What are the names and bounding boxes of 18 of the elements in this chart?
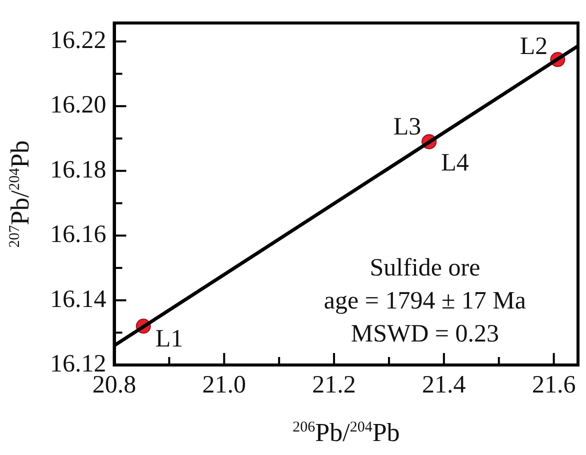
x-axis-title: $^{206}$Pb/$^{204}$Pb	[292, 418, 400, 448]
x-tick-label: 21.2	[312, 372, 356, 399]
y-tick-label: 16.18	[50, 156, 106, 184]
y-tick-label: 16.22	[50, 27, 106, 54]
annotation: Sulfide ore	[370, 254, 480, 282]
annotation: L4	[441, 149, 470, 176]
x-tick-label: 21.6	[532, 372, 576, 399]
x-tick-label: 21.4	[422, 372, 466, 399]
y-tick-label: 16.14	[50, 286, 107, 313]
text: 16.20	[50, 92, 106, 119]
annotation: L1	[155, 326, 184, 353]
x-tick-label: 20.8	[92, 372, 136, 399]
y-tick-label: 16.16	[50, 221, 106, 248]
annotation: age = 1794 ± 17 Ma	[324, 288, 526, 315]
annotation: L3	[393, 113, 422, 140]
annotation: MSWD = 0.23	[350, 320, 500, 348]
text: 21.0	[202, 372, 246, 399]
annotation: L2	[520, 33, 548, 60]
